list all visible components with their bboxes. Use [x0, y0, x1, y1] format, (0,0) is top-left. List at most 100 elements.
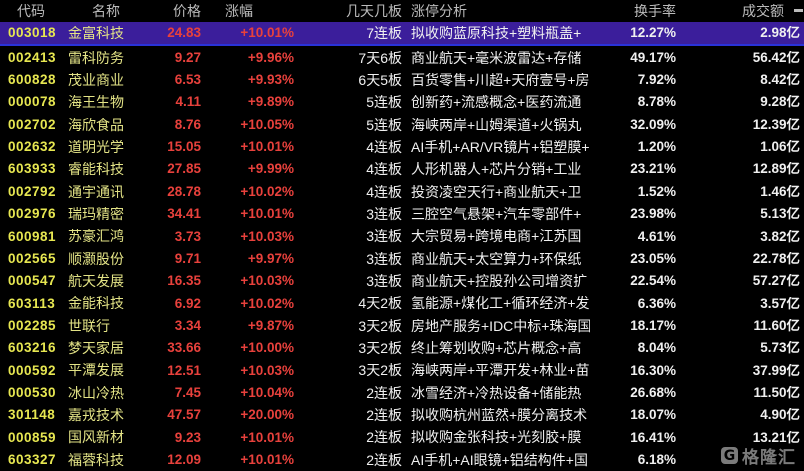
- cell-change: +9.93%: [247, 73, 294, 87]
- cell-rate: 8.78%: [637, 95, 676, 109]
- cell-price: 16.35: [167, 274, 201, 288]
- table-row[interactable]: 002413 雷科防务 9.27 +9.96% 7天6板 商业航天+毫米波雷达+存储 49.…: [0, 46, 804, 68]
- cell-code: 002413: [8, 50, 57, 65]
- cell-code: 603933: [8, 162, 57, 176]
- cell-rate: 4.61%: [637, 229, 676, 244]
- table-row[interactable]: 000592 平潭发展 12.51 +10.03% 3天2板 海峡两岸+平潭开发+林业+苗…: [0, 359, 804, 381]
- cell-rate: 23.21%: [630, 162, 676, 176]
- cell-rate: 18.07%: [630, 408, 676, 422]
- cell-boards: 7连板: [366, 26, 402, 41]
- cell-price: 27.85: [167, 162, 201, 176]
- cell-price: 12.51: [167, 363, 201, 378]
- cell-price: 9.71: [174, 251, 201, 266]
- cell-code: 002976: [8, 207, 57, 221]
- table-row[interactable]: 600828 茂业商业 6.53 +9.93% 6天5板 百货零售+川超+天府壹号+房 7.…: [0, 69, 804, 91]
- cell-boards: 4连板: [366, 139, 402, 154]
- cell-boards: 2连板: [366, 408, 402, 423]
- cell-analysis: 拟收购杭州蓝然+膜分离技术: [411, 408, 588, 423]
- cell-turnover: 9.28亿: [760, 95, 800, 109]
- table-header-row: 代码 名称 价格 涨幅 几天几板 涨停分析 换手率 成交额: [0, 0, 804, 22]
- cell-change: +10.03%: [240, 274, 294, 288]
- cell-analysis: 海峡两岸+山姆渠道+火锅丸: [411, 117, 582, 132]
- table-row[interactable]: 000078 海王生物 4.11 +9.89% 5连板 创新药+流感概念+医药流通 8.78…: [0, 91, 804, 113]
- table-row[interactable]: 600981 苏豪汇鸿 3.73 +10.03% 3连板 大宗贸易+跨境电商+江苏国 4.6…: [0, 225, 804, 247]
- cell-code: 000547: [8, 274, 57, 288]
- header-change[interactable]: 涨幅: [225, 4, 253, 18]
- cell-code: 603113: [8, 296, 56, 311]
- cell-name: 茂业商业: [68, 72, 124, 87]
- cell-name: 梦天家居: [68, 340, 124, 355]
- clipped-next-column-glyph: [794, 9, 803, 12]
- cell-boards: 2连板: [366, 385, 402, 400]
- cell-boards: 7天6板: [358, 50, 402, 65]
- cell-name: 国风新材: [68, 430, 124, 445]
- table-row[interactable]: 002976 瑞玛精密 34.41 +10.01% 3连板 三腔空气悬架+汽车零部件+ 23…: [0, 203, 804, 225]
- table-row[interactable]: 002632 道明光学 15.05 +10.01% 4连板 AI手机+AR/VR镜片+铝塑…: [0, 136, 804, 158]
- cell-boards: 4天2板: [358, 296, 402, 311]
- cell-change: +20.00%: [240, 408, 294, 422]
- table-row-selected[interactable]: 003018 金富科技 24.83 +10.01% 7连板 拟收购蓝原科技+塑料瓶盖+ 12…: [0, 22, 804, 47]
- cell-rate: 16.30%: [630, 363, 676, 378]
- cell-change: +9.96%: [247, 50, 294, 65]
- cell-analysis: 冰雪经济+冷热设备+储能热: [411, 385, 582, 400]
- cell-rate: 6.36%: [637, 296, 676, 311]
- table-row[interactable]: 603216 梦天家居 33.66 +10.00% 3天2板 终止筹划收购+芯片概念+高 8…: [0, 337, 804, 359]
- cell-price: 15.05: [167, 140, 201, 154]
- cell-change: +10.03%: [240, 363, 294, 378]
- table-row[interactable]: 301148 嘉戎技术 47.57 +20.00% 2连板 拟收购杭州蓝然+膜分离技术 18…: [0, 404, 804, 426]
- table-row[interactable]: 000530 冰山冷热 7.45 +10.04% 2连板 冰雪经济+冷热设备+储能热 26.…: [0, 382, 804, 404]
- cell-name: 平潭发展: [68, 363, 124, 378]
- cell-analysis: 海峡两岸+平潭开发+林业+苗: [411, 363, 590, 378]
- header-code[interactable]: 代码: [17, 4, 45, 18]
- cell-change: +10.00%: [240, 341, 294, 355]
- header-analysis[interactable]: 涨停分析: [411, 4, 467, 18]
- table-row[interactable]: 603113 金能科技 6.92 +10.02% 4天2板 氢能源+煤化工+循环经济+发 6…: [0, 292, 804, 314]
- cell-name: 瑞玛精密: [68, 206, 124, 221]
- table-row[interactable]: 002702 海欣食品 8.76 +10.05% 5连板 海峡两岸+山姆渠道+火锅丸 32.…: [0, 113, 804, 135]
- cell-boards: 3天2板: [358, 318, 402, 333]
- cell-rate: 1.52%: [637, 184, 676, 199]
- table-row[interactable]: 603933 睿能科技 27.85 +9.99% 4连板 人形机器人+芯片分销+工业 23.…: [0, 158, 804, 180]
- cell-analysis: 大宗贸易+跨境电商+江苏国: [411, 229, 582, 244]
- cell-code: 000078: [8, 95, 57, 109]
- cell-name: 世联行: [68, 318, 110, 333]
- cell-turnover: 11.60亿: [753, 318, 800, 333]
- cell-price: 6.92: [174, 296, 201, 311]
- table-row[interactable]: 000547 航天发展 16.35 +10.03% 3连板 商业航天+控股孙公司增资扩 22…: [0, 270, 804, 292]
- cell-code: 002702: [8, 117, 57, 132]
- cell-turnover: 4.90亿: [760, 408, 800, 422]
- cell-name: 海欣食品: [68, 117, 124, 132]
- header-price[interactable]: 价格: [173, 4, 201, 18]
- cell-price: 34.41: [167, 207, 201, 221]
- table-row[interactable]: 002285 世联行 3.34 +9.87% 3天2板 房地产服务+IDC中标+珠海国 18…: [0, 314, 804, 336]
- header-boards[interactable]: 几天几板: [346, 4, 402, 18]
- cell-boards: 3连板: [366, 251, 402, 266]
- table-row[interactable]: 002792 通宇通讯 28.78 +10.02% 4连板 投资凌空天行+商业航天+卫 1.…: [0, 180, 804, 202]
- cell-boards: 3连板: [366, 229, 402, 244]
- cell-code: 603216: [8, 341, 57, 355]
- cell-turnover: 5.13亿: [760, 207, 800, 221]
- table-row[interactable]: 000859 国风新材 9.23 +10.01% 2连板 拟收购金张科技+光刻胶+膜 16.…: [0, 426, 804, 448]
- header-name[interactable]: 名称: [92, 4, 120, 18]
- cell-turnover: 12.39亿: [752, 117, 800, 132]
- cell-rate: 26.68%: [630, 385, 676, 400]
- cell-name: 通宇通讯: [68, 184, 124, 199]
- cell-name: 睿能科技: [68, 162, 124, 177]
- header-turnover-amount[interactable]: 成交额: [742, 4, 784, 18]
- cell-analysis: 终止筹划收购+芯片概念+高: [411, 340, 582, 355]
- table-row[interactable]: 603327 福蓉科技 12.09 +10.01% 2连板 AI手机+AI眼镜+铝结构件+…: [0, 449, 804, 471]
- cell-change: +9.89%: [247, 95, 294, 109]
- cell-turnover: 22.78亿: [752, 251, 800, 266]
- cell-analysis: 商业航天+太空算力+环保纸: [411, 251, 582, 266]
- cell-turnover: 3.57亿: [760, 296, 800, 311]
- header-turnover-rate[interactable]: 换手率: [634, 4, 676, 18]
- cell-change: +9.87%: [247, 318, 294, 333]
- cell-boards: 2连板: [366, 430, 402, 445]
- cell-change: +10.01%: [240, 140, 294, 154]
- cell-boards: 3天2板: [358, 363, 402, 378]
- cell-analysis: AI手机+AI眼镜+铝结构件+国: [411, 452, 588, 467]
- table-row[interactable]: 002565 顺灏股份 9.71 +9.97% 3连板 商业航天+太空算力+环保纸 23.0…: [0, 247, 804, 269]
- cell-price: 4.11: [175, 95, 201, 109]
- cell-turnover: 2.98亿: [760, 26, 800, 40]
